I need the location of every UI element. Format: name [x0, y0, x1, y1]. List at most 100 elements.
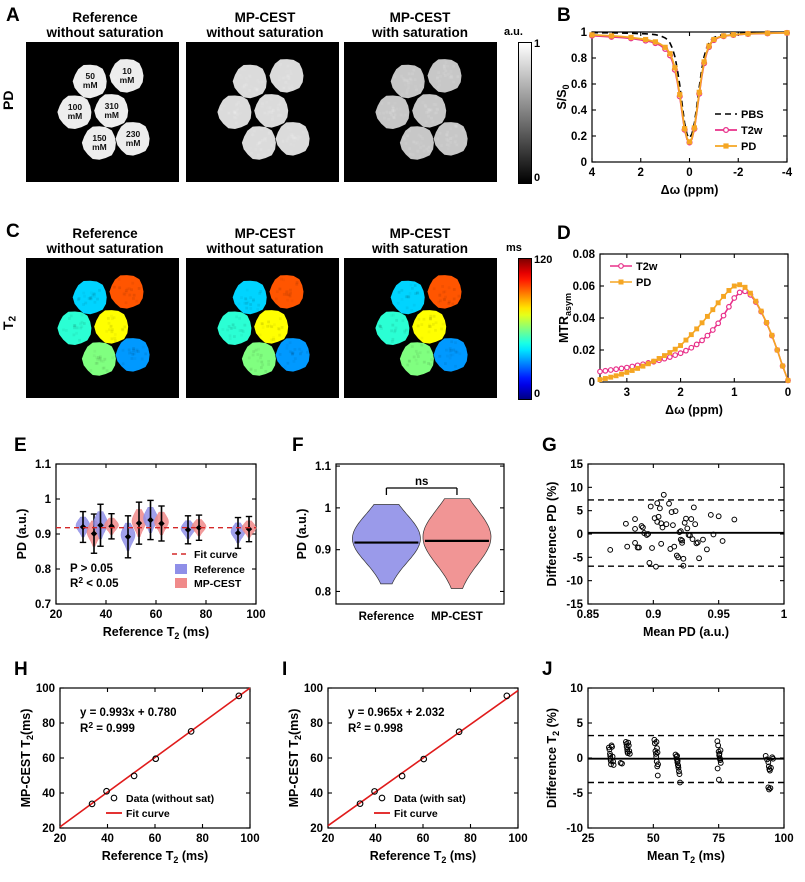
panel-a-letter: A	[6, 6, 20, 25]
svg-text:25: 25	[582, 833, 595, 845]
svg-text:0.6: 0.6	[571, 79, 587, 91]
svg-text:20: 20	[54, 833, 67, 845]
svg-text:3: 3	[624, 387, 630, 399]
panel-a-col1-title: Reference without saturation	[30, 10, 180, 40]
svg-text:y = 0.965x + 2.032: y = 0.965x + 2.032	[348, 707, 445, 719]
svg-text:Data (without sat): Data (without sat)	[126, 793, 214, 805]
svg-text:MP-CEST T2(ms): MP-CEST T2(ms)	[287, 709, 303, 808]
panel-a-colorbar	[518, 42, 532, 184]
pd-image-mpcest-with-sat	[344, 42, 497, 182]
svg-text:y = 0.993x + 0.780: y = 0.993x + 0.780	[80, 707, 177, 719]
svg-text:0.8: 0.8	[571, 53, 588, 65]
svg-text:-15: -15	[566, 599, 583, 611]
svg-text:5: 5	[577, 718, 584, 730]
svg-text:80: 80	[464, 833, 477, 845]
col-title-line1: Reference	[72, 226, 137, 241]
svg-text:R2 = 0.998: R2 = 0.998	[348, 720, 404, 735]
svg-text:MTRasym: MTRasym	[557, 293, 573, 343]
svg-text:ns: ns	[415, 476, 428, 488]
svg-text:0.08: 0.08	[573, 249, 596, 261]
svg-text:1: 1	[731, 387, 738, 399]
panel-c-colorbar-unit: ms	[506, 242, 522, 254]
col-title-line2: without saturation	[47, 241, 164, 256]
svg-text:Reference: Reference	[194, 564, 245, 576]
svg-text:0.04: 0.04	[573, 313, 596, 325]
svg-text:Reference T2 (ms): Reference T2 (ms)	[102, 849, 208, 865]
svg-text:2: 2	[638, 167, 644, 179]
svg-text:100: 100	[774, 833, 793, 845]
panel-a-colorbar-min: 0	[534, 172, 540, 184]
svg-text:100: 100	[36, 683, 55, 695]
svg-text:80: 80	[310, 718, 323, 730]
panel-e-chart: 20 40 60 80 100 0.7 0.8 0.9 1 1.1 P > 0.05 R2 < 0.0…	[10, 452, 275, 652]
svg-text:-2: -2	[733, 167, 743, 179]
svg-text:Mean PD (a.u.): Mean PD (a.u.)	[643, 625, 729, 639]
svg-text:0.9: 0.9	[315, 545, 331, 557]
svg-text:5: 5	[577, 506, 584, 518]
svg-text:100: 100	[240, 833, 259, 845]
svg-text:0.02: 0.02	[573, 345, 595, 357]
svg-text:-5: -5	[573, 788, 584, 800]
svg-text:100: 100	[304, 683, 323, 695]
panel-a-col3-title: MP-CEST with saturation	[345, 10, 495, 40]
panel-c-col1-title: Reference without saturation	[30, 226, 180, 256]
svg-text:40: 40	[42, 788, 55, 800]
panel-d-chart: 3 2 1 0 0 0.02 0.04 0.06 0.08 T2w PD Δω (ppm) MTRasy…	[552, 240, 805, 436]
svg-text:20: 20	[50, 609, 63, 621]
svg-text:40: 40	[100, 609, 113, 621]
panel-c-colorbar-max: 120	[534, 254, 552, 266]
svg-text:-4: -4	[782, 167, 793, 179]
svg-text:0: 0	[577, 529, 583, 541]
svg-text:Fit curve: Fit curve	[126, 808, 170, 820]
panel-a-row-label: PD	[0, 91, 16, 110]
svg-text:20: 20	[310, 823, 323, 835]
svg-text:80: 80	[42, 718, 55, 730]
panel-b-chart: 4 2 0 -2 -4 0 0.2 0.4 0.6 0.8 1 PBS T2w PD Δω (ppm) S/S…	[552, 22, 805, 212]
svg-text:60: 60	[149, 833, 162, 845]
svg-text:1.1: 1.1	[315, 461, 332, 473]
svg-text:40: 40	[101, 833, 114, 845]
svg-text:-10: -10	[566, 823, 583, 835]
col-title-line1: MP-CEST	[390, 10, 451, 25]
panel-i-chart: 20 40 60 80 100 20 40 60 80 100 y = 0.965x + 2.032…	[278, 676, 543, 876]
t2-map-mpcest-no-sat	[186, 258, 339, 398]
svg-text:0.06: 0.06	[573, 281, 595, 293]
svg-text:0.9: 0.9	[35, 529, 51, 541]
svg-text:2: 2	[677, 387, 683, 399]
svg-text:Mean T2 (ms): Mean T2 (ms)	[647, 849, 725, 865]
panel-h-chart: 20 40 60 80 100 20 40 60 80 100 y = 0.993x + 0.780…	[10, 676, 275, 876]
svg-text:4: 4	[589, 167, 596, 179]
svg-text:S/S0: S/S0	[555, 84, 571, 109]
svg-text:80: 80	[196, 833, 209, 845]
svg-text:0.2: 0.2	[571, 131, 587, 143]
col-title-line2: with saturation	[372, 241, 468, 256]
svg-text:PD (a.u.): PD (a.u.)	[295, 509, 309, 560]
panel-c-letter: C	[6, 222, 20, 241]
svg-text:0.7: 0.7	[35, 599, 51, 611]
svg-text:60: 60	[310, 753, 323, 765]
col-title-line2: without saturation	[47, 25, 164, 40]
svg-text:PBS: PBS	[741, 109, 764, 121]
svg-text:P > 0.05: P > 0.05	[70, 563, 114, 575]
svg-text:60: 60	[150, 609, 163, 621]
panel-a-colorbar-unit: a.u.	[504, 26, 523, 38]
svg-text:15: 15	[570, 459, 583, 471]
svg-text:60: 60	[417, 833, 430, 845]
svg-text:Δω (ppm): Δω (ppm)	[661, 183, 719, 197]
svg-text:80: 80	[200, 609, 213, 621]
t2-map-mpcest-with-sat	[344, 258, 497, 398]
svg-text:MP-CEST: MP-CEST	[431, 611, 483, 623]
svg-text:-5: -5	[573, 552, 584, 564]
pd-image-reference-no-sat: 50 mM 10 mM 100 mM 310 mM 150 mM 230 mM	[26, 42, 179, 182]
panel-a-colorbar-max: 1	[534, 38, 540, 50]
svg-text:40: 40	[369, 833, 382, 845]
svg-text:MP-CEST T2(ms): MP-CEST T2(ms)	[19, 709, 35, 808]
svg-text:Reference: Reference	[359, 611, 415, 623]
svg-text:0.9: 0.9	[645, 609, 661, 621]
svg-text:10: 10	[570, 683, 583, 695]
col-title-line2: without saturation	[207, 25, 324, 40]
svg-text:Fit curve: Fit curve	[394, 808, 438, 820]
col-title-line2: with saturation	[372, 25, 468, 40]
panel-j-chart: 25 50 75 100 -10 -5 0 5 10 Mean T2 (ms) Difference…	[538, 676, 803, 876]
panel-c-colorbar-min: 0	[534, 388, 540, 400]
